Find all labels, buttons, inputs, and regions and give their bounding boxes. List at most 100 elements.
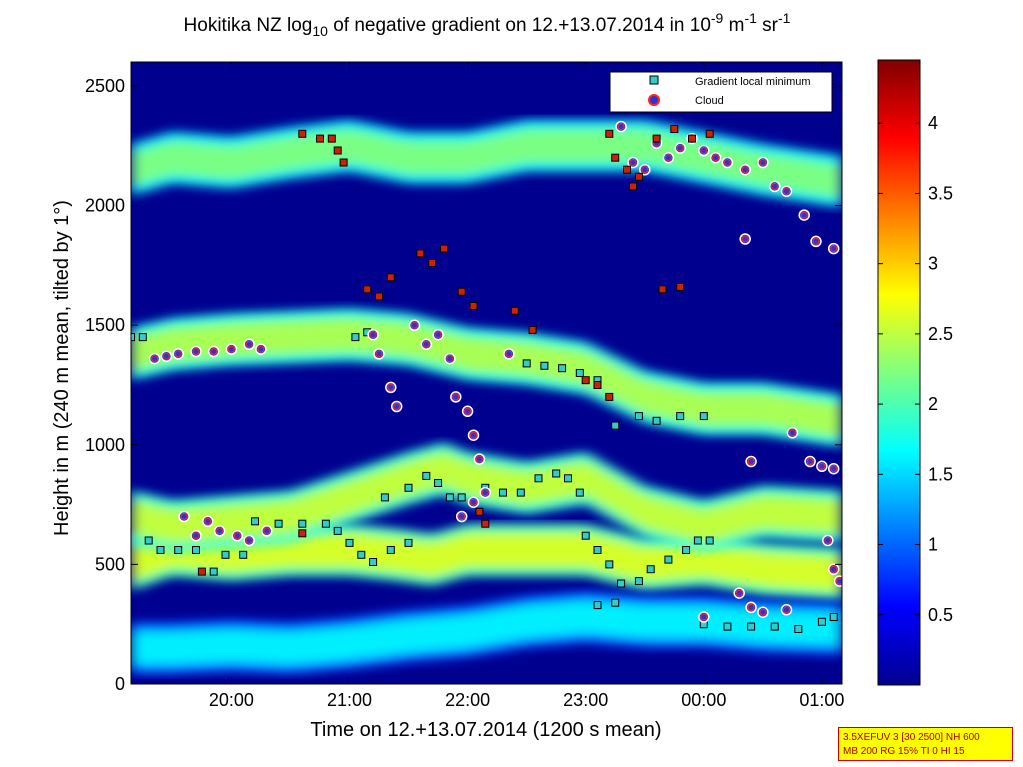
- gradient-minimum-point: [617, 579, 626, 588]
- gradient-minimum-point: [404, 538, 413, 547]
- gradient-minimum-point: [817, 617, 826, 626]
- colorbar-tick-label: 2.5: [928, 324, 953, 344]
- gradient-minimum-point: [564, 474, 572, 483]
- gradient-minimum-point: [829, 613, 838, 621]
- cloud-point: [827, 462, 840, 475]
- gradient-minimum-point: [357, 550, 366, 559]
- cloud-point-ring: [422, 340, 430, 348]
- cloud-point-ring: [617, 123, 625, 131]
- gradient-minimum-point: [581, 531, 590, 540]
- cloud-point-ring: [700, 613, 708, 621]
- cloud-point: [662, 151, 675, 164]
- cloud-point: [432, 328, 444, 341]
- cloud-point: [225, 343, 238, 355]
- gradient-minimum-point: [575, 488, 584, 497]
- cloud-point-ring: [470, 498, 477, 506]
- gradient-minimum-point: [705, 536, 714, 545]
- gradient-minimum-point: [593, 546, 602, 554]
- legend-marker-cloud: [648, 94, 660, 106]
- gradient-minimum-point: [646, 565, 655, 574]
- cloud-point: [698, 611, 710, 623]
- gradient-minimum-point: [156, 546, 165, 554]
- cloud-point: [780, 185, 793, 197]
- cloud-point: [698, 144, 710, 157]
- y-tick-label: 1000: [85, 435, 125, 455]
- red-square-point: [623, 165, 631, 174]
- gradient-minimum-point: [131, 333, 135, 342]
- cloud-point-ring: [452, 393, 460, 401]
- cloud-point: [827, 563, 840, 575]
- cloud-point: [804, 455, 816, 468]
- red-square-point: [386, 273, 395, 282]
- gradient-minimum-point: [333, 526, 342, 535]
- cloud-point: [148, 352, 161, 365]
- cloud-point: [816, 460, 828, 473]
- red-square-point: [469, 302, 478, 310]
- cloud-point-ring: [464, 407, 472, 415]
- gradient-minimum-point: [516, 488, 525, 497]
- cloud-point-ring: [180, 513, 188, 520]
- heat-band: [131, 130, 842, 197]
- cloud-point-ring: [245, 340, 253, 348]
- cloud-point-ring: [174, 350, 182, 358]
- y-axis-label: Height in m (240 m mean, tilted by 1°): [51, 200, 73, 536]
- gradient-minimum-point: [434, 479, 443, 487]
- gradient-minimum-point: [380, 493, 389, 502]
- gradient-minimum-point: [404, 483, 413, 492]
- cloud-point-ring: [741, 166, 749, 174]
- cloud-point: [367, 328, 379, 341]
- cloud-point-ring: [641, 166, 649, 174]
- red-square-point: [658, 285, 667, 294]
- red-square-point: [197, 567, 206, 576]
- red-square-point: [605, 129, 614, 138]
- cloud-point: [461, 405, 474, 418]
- gradient-minimum-point: [499, 488, 507, 497]
- red-square-point: [416, 249, 425, 258]
- gradient-minimum-point: [321, 519, 330, 528]
- red-square-point: [475, 507, 484, 516]
- gradient-minimum-point: [605, 560, 614, 569]
- cloud-point: [160, 350, 173, 363]
- red-square-point: [333, 146, 342, 155]
- cloud-point: [172, 348, 184, 360]
- cloud-point: [385, 381, 397, 394]
- cloud-point-ring: [505, 350, 513, 358]
- gradient-minimum-point: [682, 546, 691, 554]
- cloud-point-ring: [818, 462, 826, 470]
- cloud-point-ring: [759, 159, 767, 166]
- cloud-point-ring: [836, 577, 842, 585]
- gradient-minimum-point: [534, 474, 543, 483]
- cloud-point-ring: [210, 348, 218, 355]
- y-tick-label: 1500: [85, 315, 125, 335]
- y-tick-label: 2500: [85, 76, 125, 96]
- chart-title: Hokitika NZ log10 of negative gradient o…: [184, 10, 791, 39]
- gradient-minimum-point: [611, 598, 620, 607]
- red-square-point: [605, 392, 614, 401]
- cloud-point-ring: [470, 431, 477, 439]
- cloud-point: [786, 427, 799, 439]
- gradient-minimum-point: [593, 601, 602, 610]
- heatmap-layers: [131, 119, 842, 675]
- cloud-point-ring: [771, 182, 779, 190]
- cloud-point: [503, 348, 515, 360]
- cloud-point-ring: [830, 245, 838, 253]
- gradient-minimum-point: [522, 359, 531, 368]
- colorbar-tick-label: 0.5: [928, 605, 953, 625]
- gradient-minimum-point: [345, 538, 354, 547]
- red-square-point: [528, 325, 537, 334]
- red-square-point: [339, 158, 348, 167]
- gradient-minimum-point: [699, 412, 708, 421]
- cloud-point: [739, 163, 751, 176]
- cloud-point-ring: [741, 235, 749, 243]
- cloud-point: [202, 515, 214, 528]
- gradient-minimum-point: [138, 333, 147, 342]
- gradient-minimum-point: [422, 471, 431, 480]
- gradient-minimum-point: [676, 412, 685, 421]
- red-square-point: [316, 134, 324, 143]
- colorbar-tick-label: 3: [928, 254, 938, 274]
- legend-box: [609, 71, 833, 113]
- cloud-point: [827, 242, 840, 255]
- heat-band: [131, 453, 842, 541]
- cloud-point-ring: [369, 331, 377, 339]
- cloud-point: [420, 338, 433, 351]
